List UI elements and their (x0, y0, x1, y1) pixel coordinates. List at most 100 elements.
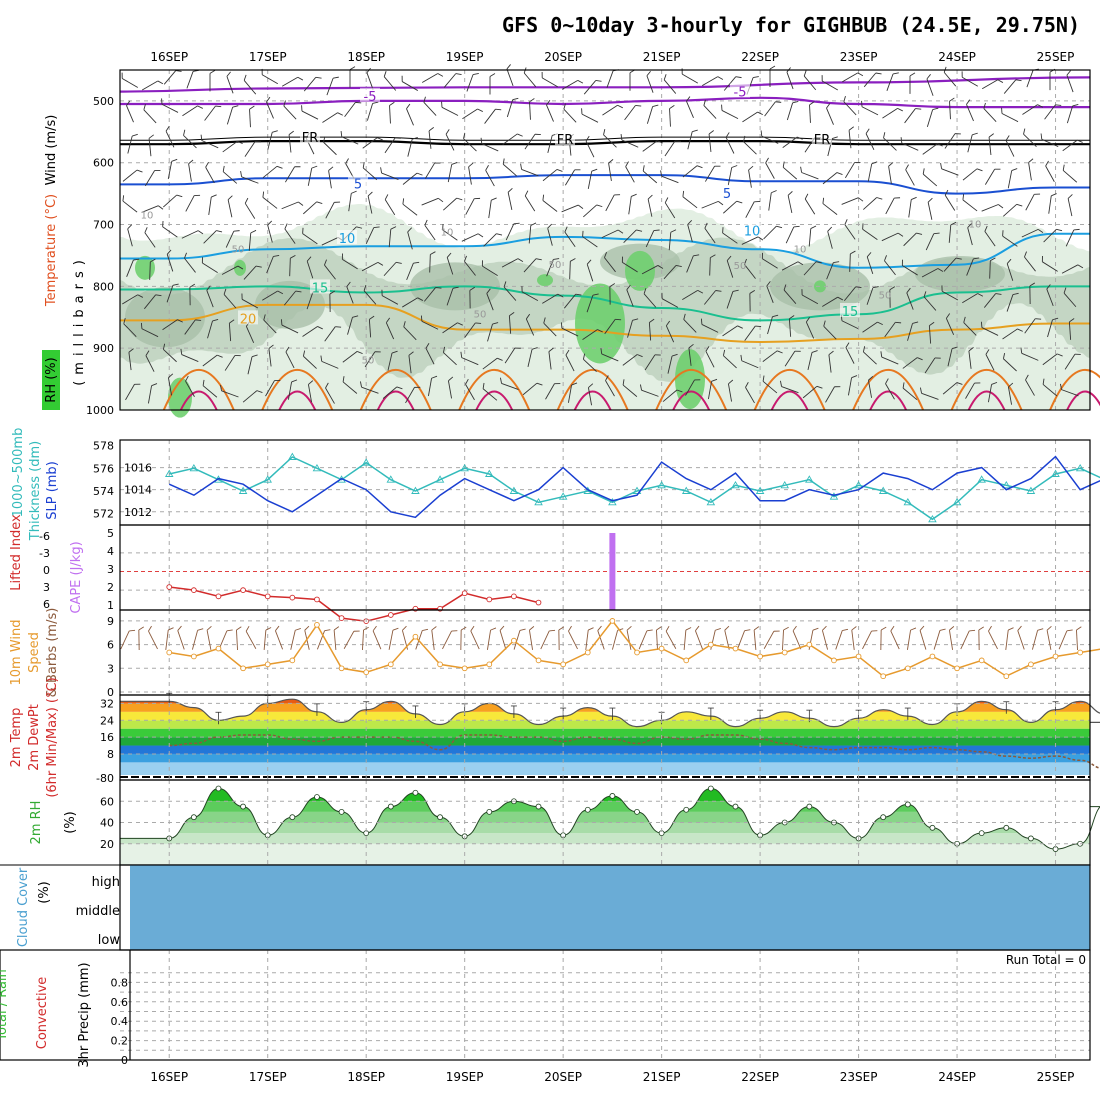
wind-barb-staff (644, 354, 656, 371)
wind-barb-flag (240, 170, 243, 177)
wind-barb-staff (443, 352, 457, 366)
rh-marker (314, 794, 320, 800)
wind-barb-flag (480, 137, 483, 144)
wind-barb-staff (1042, 261, 1058, 272)
wind-barb-staff (122, 169, 138, 182)
wind-barb-staff (741, 236, 759, 245)
cape-tick-label: 5 (107, 527, 114, 540)
wind-barb (644, 354, 661, 371)
wind-barb-flag (373, 226, 380, 228)
wind-barb-staff (499, 630, 507, 650)
contour-label-bg (812, 131, 832, 146)
wind-barb-flag (380, 167, 383, 174)
wind-barb-staff (741, 360, 759, 369)
wind-barb-staff (447, 380, 453, 399)
wind-barb-flag (661, 292, 663, 299)
wind-barb-flag (687, 220, 693, 225)
wind-barb (902, 382, 918, 401)
wind-barb-flag (973, 257, 980, 260)
wind-barb-staff (1076, 629, 1078, 651)
wind-barb-staff (1017, 630, 1025, 650)
wind-barb (828, 350, 834, 373)
wind-barb-staff (208, 197, 212, 215)
wind-barb-flag (617, 104, 623, 109)
thickness-marker (386, 475, 396, 483)
wind-barb-flag (963, 316, 966, 323)
wind-barb (166, 249, 174, 272)
wind-barb-flag (685, 627, 692, 631)
wind-barb (708, 130, 714, 152)
wind-barb (581, 108, 599, 123)
wind-barb-staff (528, 225, 532, 244)
wind-barb-staff (181, 354, 199, 363)
wind-barb (726, 255, 734, 278)
wind-barb-flag (833, 261, 840, 264)
wind-barb (722, 227, 738, 244)
wind-barb-flag (955, 133, 961, 135)
wind-barb-flag (695, 625, 700, 631)
wind-barb (603, 129, 617, 148)
wind-barb-flag (333, 626, 340, 631)
wind-barb-flag (681, 68, 683, 75)
thickness-marker (977, 475, 986, 483)
wind-barb-flag (306, 256, 312, 262)
wind-barb-flag (283, 100, 286, 107)
wind-barb-flag (816, 385, 823, 389)
wind-barb-flag (324, 629, 331, 632)
wind-barb-staff (316, 630, 326, 650)
wind-barb-flag (718, 201, 724, 206)
wind-barb-flag (894, 197, 901, 199)
wind-barb-staff (407, 139, 413, 157)
wind-barb-staff (890, 630, 900, 650)
wind-barb-flag (381, 289, 383, 296)
wind-speed-marker (708, 641, 714, 648)
wind-barb-staff (177, 630, 185, 650)
temperature-axis-title: 2m Temp 2m DewPt (6hr Min/Max) (°C) (9, 677, 60, 797)
wind-barb-staff (1043, 228, 1057, 243)
wind-speed-marker (560, 661, 566, 668)
wind-barb-staff (221, 265, 239, 275)
top-date-label: 17SEP (249, 50, 287, 64)
wind-barb (163, 70, 182, 85)
wind-barb-staff (744, 325, 756, 341)
wind-barb (882, 107, 903, 119)
wind-barb-flag (492, 322, 499, 325)
bottom-date-label: 25SEP (1037, 1070, 1075, 1084)
pressure-tick-label: 1000 (86, 404, 114, 417)
wind-barb-flag (1063, 287, 1067, 294)
wind-barb (542, 169, 563, 182)
lifted-index-marker (314, 596, 320, 603)
wind-barb (645, 229, 660, 248)
wind-barb (782, 161, 798, 180)
wind-barb-flag (749, 289, 756, 294)
wind-barb-staff (565, 354, 575, 372)
wind-barb (346, 281, 354, 304)
wind-barb-flag (356, 226, 363, 229)
wind-barb-flag (548, 347, 554, 352)
wind-barb-staff (421, 320, 439, 330)
wind-barb-staff (1042, 353, 1058, 366)
wind-barb (862, 321, 883, 333)
rh-marker (338, 808, 345, 815)
wind-barb-10m (486, 627, 497, 650)
wind-barb-staff (563, 293, 577, 309)
wind-barb-staff (482, 265, 498, 277)
wind-barb-flag (757, 111, 763, 116)
wind-barb (905, 164, 915, 186)
wind-barb-flag (262, 191, 265, 198)
wind-barb-staff (683, 319, 697, 333)
wind-barb-staff (597, 630, 605, 650)
wind-barb-flag (311, 165, 318, 169)
thickness-marker (1026, 486, 1036, 494)
pressure-tick-label: 600 (93, 157, 114, 170)
wind-barb-staff (1047, 319, 1053, 338)
wind-barb (1042, 353, 1063, 366)
wind-barb-10m (460, 626, 467, 651)
wind-barb-staff (1026, 70, 1034, 88)
wind-barb-staff (202, 262, 218, 273)
wind-barb-flag (245, 625, 250, 632)
wind-barb-flag (316, 201, 323, 204)
wind-barb-flag (222, 165, 225, 172)
wind-speed-marker (609, 618, 616, 624)
